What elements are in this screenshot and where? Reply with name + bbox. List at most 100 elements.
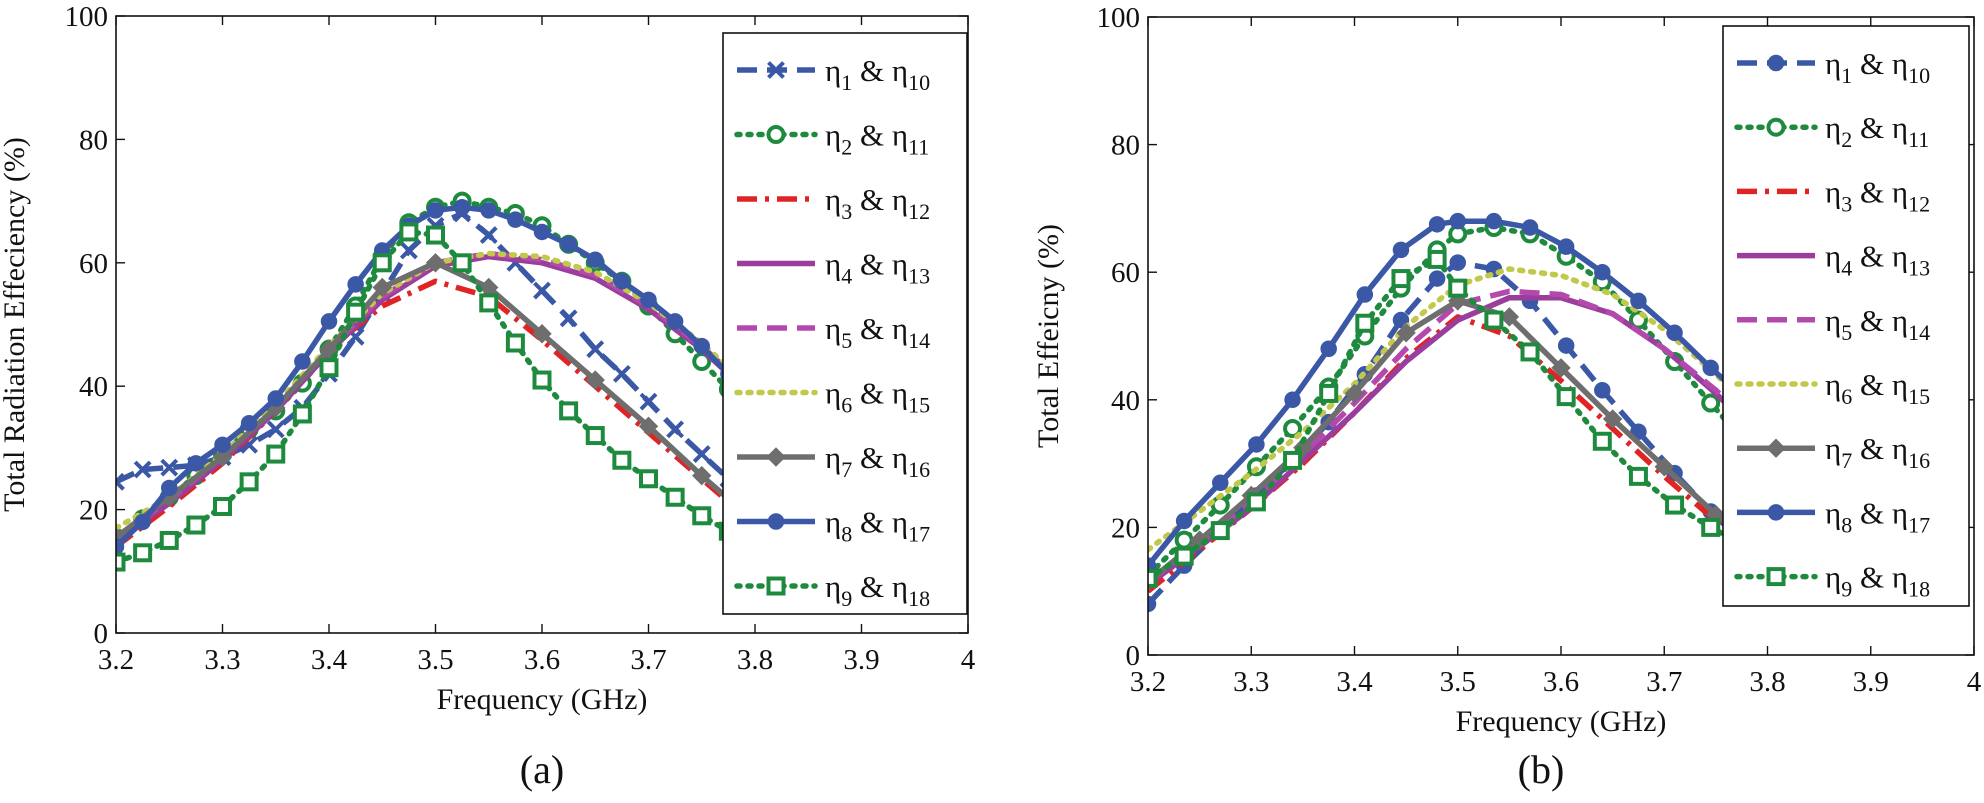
legend-sub: 13: [1908, 256, 1930, 281]
x-tick-label: 3.8: [737, 644, 773, 676]
legend-eta: η: [1892, 303, 1908, 338]
legend-sub: 7: [841, 457, 852, 482]
legend-label: η8 & η17: [825, 505, 930, 547]
y-tick-label: 40: [79, 371, 108, 403]
legend-sub: 18: [1908, 577, 1930, 602]
legend-item: η3 & η12: [737, 182, 930, 224]
legend-sub: 10: [908, 70, 930, 95]
data-point-s1-17: [533, 281, 551, 300]
legend-eta: η: [892, 569, 908, 604]
data-point-s9-5: [213, 497, 232, 517]
x-tick-label: 3.9: [843, 644, 879, 676]
data-point-s8-21: [640, 291, 657, 309]
data-point-s9-2: [1174, 546, 1194, 566]
data-point-s1-18: [559, 309, 578, 328]
data-point-s2-5: [1283, 419, 1303, 439]
legend-item: η4 & η13: [737, 247, 930, 289]
legend-eta: η: [825, 440, 841, 475]
data-point-s1-22: [666, 420, 685, 439]
legend-eta: η: [1892, 174, 1908, 209]
data-point-s9-20: [612, 450, 632, 470]
data-point-s9-14: [452, 253, 472, 273]
legend-sub: 14: [908, 328, 930, 353]
legend-eta: η: [825, 569, 841, 604]
x-tick-label: 3.7: [1646, 666, 1682, 698]
legend-eta: η: [892, 247, 908, 282]
data-point-s9-11: [1484, 310, 1504, 330]
legend-sub: 8: [841, 522, 852, 547]
y-tick-label: 0: [94, 618, 109, 650]
legend-label: η6 & η15: [825, 376, 930, 418]
x-axis-label: Frequency (GHz): [1456, 705, 1667, 738]
data-point-s8-6: [1320, 340, 1337, 358]
data-point-s8-16: [1666, 324, 1683, 342]
legend-item: η9 & η18: [1734, 560, 1930, 602]
data-point-s1-21: [639, 392, 658, 411]
legend-sub: 4: [841, 264, 852, 289]
y-tick-label: 40: [1111, 385, 1140, 417]
data-point-s9-6: [1319, 383, 1339, 403]
panel-label: (b): [1518, 747, 1565, 792]
legend-eta: η: [1892, 560, 1908, 595]
legend-marker: [767, 513, 785, 530]
data-point-s9-11: [372, 253, 392, 273]
data-point-s8-22: [666, 313, 684, 330]
data-point-s1-1: [1148, 595, 1157, 613]
legend-sub: 16: [908, 457, 930, 482]
legend-sub: 11: [1908, 127, 1929, 152]
chart-panel-a: 3.2 3.3 3.4 3.5 3.6 3.7 3.8 3.9 4020406080100Fre…: [0, 1, 976, 792]
x-tick-label: 3.9: [1853, 666, 1889, 698]
data-point-s8-15: [480, 202, 497, 219]
data-point-s9-10: [346, 302, 366, 322]
data-point-s8-7: [1356, 286, 1374, 303]
legend-sub: 6: [1841, 384, 1852, 409]
data-point-s2-3: [1210, 495, 1230, 515]
legend-eta: η: [1892, 239, 1908, 274]
legend-marker: [1766, 567, 1786, 587]
legend-amp: &: [852, 569, 892, 604]
legend-label: η6 & η15: [1825, 367, 1930, 409]
data-point-s7-3: [212, 447, 233, 467]
legend-item: η8 & η17: [737, 505, 930, 547]
legend-label: η1 & η10: [825, 53, 930, 95]
legend-sub: 8: [1841, 512, 1852, 537]
data-point-s8-13: [427, 202, 444, 219]
legend-label: η1 & η10: [1825, 46, 1930, 88]
legend-item: η4 & η13: [1737, 239, 1930, 281]
data-point-s1-19: [586, 340, 605, 359]
data-point-s9-17: [532, 370, 552, 390]
data-point-s9-6: [239, 472, 259, 492]
x-tick-label: 3.2: [1130, 666, 1166, 698]
legend-item: η6 & η15: [1734, 367, 1930, 409]
legend-label: η9 & η18: [825, 569, 930, 611]
data-point-s7-6: [1396, 323, 1416, 343]
legend-label: η7 & η16: [1825, 431, 1930, 473]
legend-eta: η: [1892, 495, 1908, 530]
x-tick-label: 3.5: [417, 644, 453, 676]
data-point-s8-13: [1557, 238, 1575, 255]
legend-amp: &: [852, 247, 892, 282]
data-point-s8-2: [1175, 512, 1193, 530]
legend-item: η7 & η16: [1737, 431, 1930, 473]
legend-eta: η: [825, 505, 841, 540]
data-point-s8-4: [187, 455, 205, 472]
chart-panel-b: 3.2 3.3 3.4 3.5 3.6 3.7 3.8 3.9 4020406080100Fre…: [1032, 2, 1982, 792]
data-point-s9-9: [1427, 249, 1447, 269]
data-point-s1-7: [266, 420, 285, 439]
legend-sub: 15: [908, 393, 930, 418]
legend-eta: η: [892, 376, 908, 411]
x-tick-label: 4: [961, 644, 976, 676]
data-point-s9-10: [1448, 278, 1468, 298]
data-point-s8-23: [693, 337, 710, 355]
data-point-s1-14: [1594, 381, 1611, 399]
legend-label: η7 & η16: [825, 440, 930, 482]
legend-amp: &: [1852, 46, 1892, 81]
legend-eta: η: [892, 311, 908, 346]
series-group: [1148, 212, 1778, 613]
data-point-s9-15: [1628, 466, 1648, 486]
data-point-s1-2: [133, 460, 152, 479]
legend-label: η5 & η14: [825, 311, 930, 353]
legend-sub: 1: [1841, 63, 1852, 88]
legend-eta: η: [1825, 46, 1841, 81]
